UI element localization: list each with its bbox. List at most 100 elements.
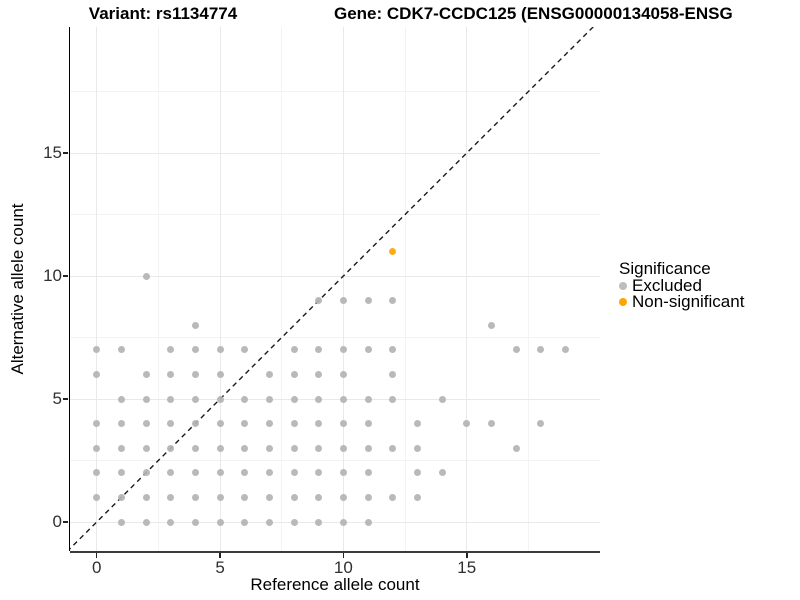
data-point [216, 444, 224, 452]
data-point [438, 395, 446, 403]
legend-item-label: Excluded [632, 276, 702, 295]
data-point [241, 493, 249, 501]
data-point [561, 346, 569, 354]
data-point [413, 493, 421, 501]
data-point [265, 444, 273, 452]
data-point [241, 420, 249, 428]
major-gridline-vertical [219, 27, 221, 551]
x-axis-line [70, 551, 600, 553]
data-point [142, 395, 150, 403]
data-point [290, 420, 298, 428]
excluded-dot-icon [619, 282, 627, 290]
data-point [191, 395, 199, 403]
x-tick-mark [219, 553, 221, 558]
data-point [339, 370, 347, 378]
minor-gridline-horizontal [70, 337, 600, 338]
data-point [487, 420, 495, 428]
data-point [142, 444, 150, 452]
data-point [364, 469, 372, 477]
data-point [93, 469, 101, 477]
y-axis-title: Alternative allele count [8, 203, 27, 375]
legend-item-excluded: Excluded [619, 276, 744, 295]
data-point [290, 469, 298, 477]
data-point [241, 395, 249, 403]
data-point [142, 420, 150, 428]
legend-item-non-significant: Non-significant [619, 293, 744, 310]
data-point [216, 420, 224, 428]
minor-gridline-vertical [404, 27, 406, 551]
data-point [389, 370, 397, 378]
data-point [413, 469, 421, 477]
data-point [364, 346, 372, 354]
data-point [463, 420, 471, 428]
data-point [413, 444, 421, 452]
data-point [290, 493, 298, 501]
minor-gridline-horizontal [70, 214, 600, 215]
data-point [191, 444, 199, 452]
data-point [364, 420, 372, 428]
data-point [389, 493, 397, 501]
plot-panel [70, 27, 600, 551]
data-point [339, 469, 347, 477]
data-point [216, 370, 224, 378]
data-point [265, 370, 273, 378]
data-point [413, 420, 421, 428]
data-point [117, 518, 125, 526]
major-gridline-horizontal [70, 521, 600, 523]
data-point [216, 395, 224, 403]
x-tick-label: 0 [91, 558, 102, 577]
minor-gridline-horizontal [70, 460, 600, 461]
legend: Significance Excluded Non-significant [619, 259, 744, 310]
y-tick-label: 0 [52, 512, 62, 531]
data-point [364, 493, 372, 501]
data-point [315, 346, 323, 354]
major-gridline-vertical [466, 27, 468, 551]
data-point [438, 469, 446, 477]
y-tick-mark [63, 152, 68, 154]
y-axis-line [68, 27, 70, 551]
data-point [241, 444, 249, 452]
major-gridline-vertical [96, 27, 98, 551]
data-point [167, 444, 175, 452]
data-point [191, 420, 199, 428]
data-point [167, 469, 175, 477]
data-point [117, 420, 125, 428]
data-point [315, 370, 323, 378]
y-tick-label: 5 [52, 389, 62, 408]
data-point [265, 469, 273, 477]
data-point [290, 518, 298, 526]
major-gridline-horizontal [70, 152, 600, 154]
data-point [117, 395, 125, 403]
data-point [142, 518, 150, 526]
data-point [487, 321, 495, 329]
data-point [93, 444, 101, 452]
data-point [216, 346, 224, 354]
data-point [315, 469, 323, 477]
data-point [537, 420, 545, 428]
data-point [364, 444, 372, 452]
data-point [117, 346, 125, 354]
data-point [265, 395, 273, 403]
data-point [389, 297, 397, 305]
data-point [117, 493, 125, 501]
data-point [339, 493, 347, 501]
variant-title: Variant: rs1134774 [88, 4, 238, 23]
data-point [241, 346, 249, 354]
data-point [93, 420, 101, 428]
y-tick-mark [63, 521, 68, 523]
data-point [167, 493, 175, 501]
data-point [389, 395, 397, 403]
data-point [315, 297, 323, 305]
x-tick-mark [95, 553, 98, 558]
minor-gridline-vertical [157, 27, 159, 551]
data-point [142, 370, 150, 378]
data-point [512, 444, 520, 452]
x-axis-title: Reference allele count [250, 575, 420, 594]
minor-gridline-vertical [527, 27, 529, 551]
minor-gridline-horizontal [70, 91, 600, 92]
data-point [117, 444, 125, 452]
data-point [142, 469, 150, 477]
data-point [339, 518, 347, 526]
data-point [265, 493, 273, 501]
data-point [315, 493, 323, 501]
